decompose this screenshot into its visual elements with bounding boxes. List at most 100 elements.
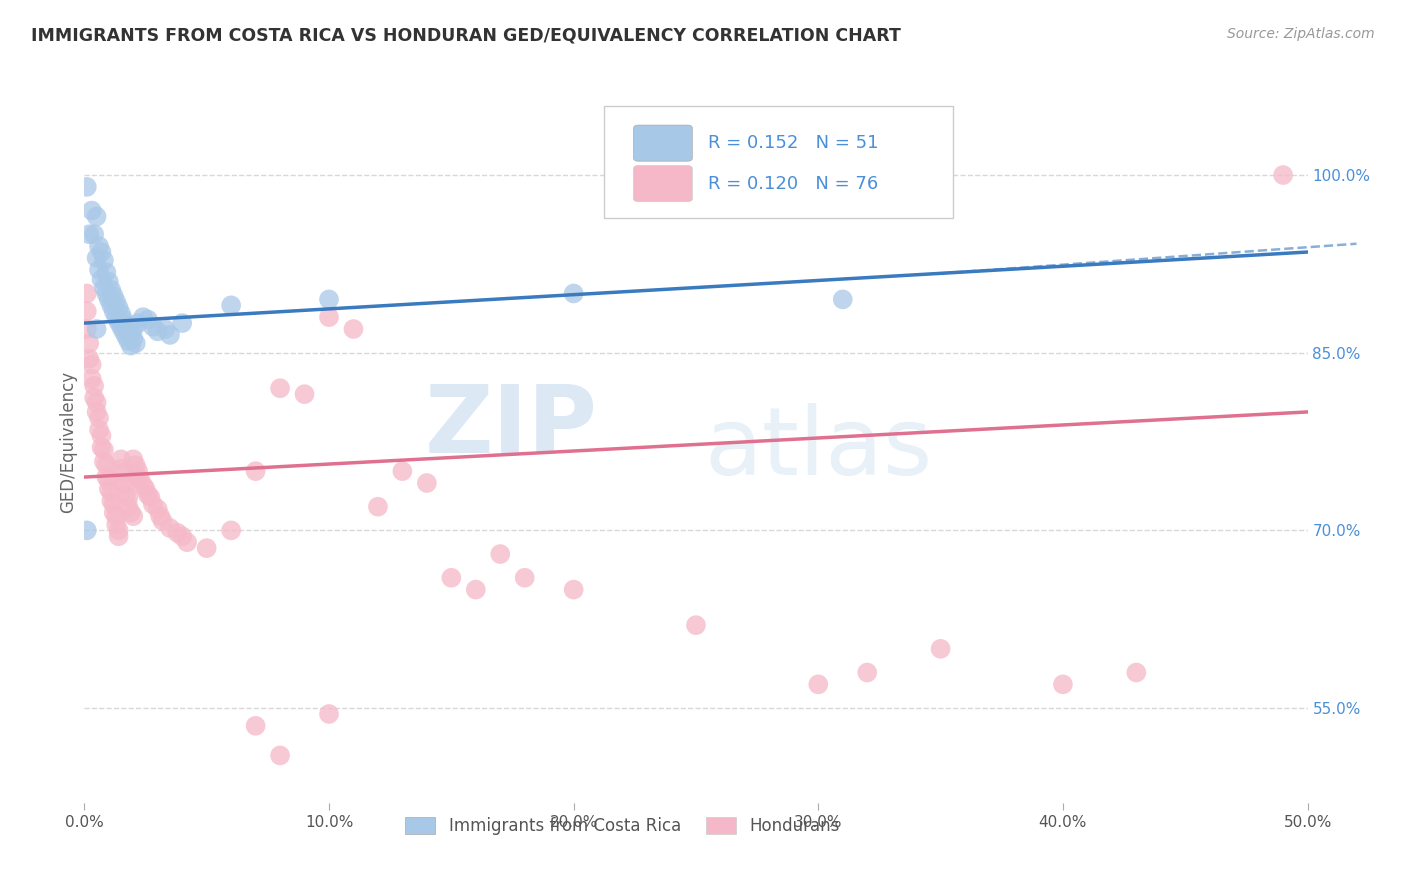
Legend: Immigrants from Costa Rica, Hondurans: Immigrants from Costa Rica, Hondurans (399, 810, 846, 841)
Point (110, 462, 132, 476)
Point (90, 245, 112, 260)
Point (318, 293, 340, 307)
Point (125, 458, 148, 473)
Point (1272, 168, 1295, 182)
Point (110, 319, 132, 334)
Point (90, 428, 112, 442)
Point (115, 478, 138, 492)
Point (117, 490, 139, 504)
Point (562, 582, 585, 597)
Point (440, 571, 463, 585)
Point (318, 706, 340, 721)
Point (146, 502, 169, 516)
Point (464, 582, 486, 597)
Point (103, 304, 125, 318)
Point (93, 280, 115, 294)
Point (86, 405, 108, 419)
Point (115, 318, 138, 332)
Point (86, 210, 108, 224)
Text: R = 0.120   N = 76: R = 0.120 N = 76 (709, 175, 879, 193)
Point (93, 442, 115, 457)
Point (93, 455, 115, 469)
Point (342, 322, 364, 336)
Point (103, 506, 125, 520)
Point (142, 319, 165, 334)
Point (107, 524, 129, 538)
Text: Source: ZipAtlas.com: Source: ZipAtlas.com (1227, 27, 1375, 41)
Point (245, 719, 267, 733)
Point (77, 227, 100, 242)
Point (117, 322, 139, 336)
Point (112, 475, 135, 490)
Point (136, 312, 159, 326)
Point (153, 322, 176, 336)
Point (105, 509, 128, 524)
Point (1125, 665, 1147, 680)
Point (135, 482, 157, 496)
Point (159, 521, 181, 535)
Text: R = 0.152   N = 51: R = 0.152 N = 51 (709, 134, 879, 153)
Point (489, 547, 512, 561)
Y-axis label: GED/Equivalency: GED/Equivalency (59, 370, 77, 513)
Point (416, 475, 439, 490)
Point (86, 251, 108, 265)
Point (513, 571, 536, 585)
Point (76, 524, 98, 538)
Point (136, 488, 159, 502)
Point (76, 180, 98, 194)
Point (90, 272, 112, 286)
Point (80, 358, 103, 372)
Point (105, 517, 128, 532)
Point (219, 524, 242, 538)
Point (195, 541, 218, 556)
Point (294, 387, 316, 401)
Point (318, 310, 340, 325)
Point (176, 535, 198, 549)
Point (807, 677, 830, 691)
Point (132, 310, 155, 325)
Point (105, 310, 128, 325)
Point (100, 485, 122, 500)
Point (132, 478, 155, 492)
Point (122, 452, 145, 467)
Point (107, 301, 129, 315)
FancyBboxPatch shape (634, 166, 692, 202)
Point (115, 488, 138, 502)
Point (120, 326, 142, 341)
Point (129, 474, 152, 488)
Point (76, 322, 98, 336)
FancyBboxPatch shape (634, 125, 692, 161)
Text: atlas: atlas (704, 403, 932, 495)
Point (127, 470, 149, 484)
Point (139, 490, 162, 504)
Point (122, 331, 145, 345)
Point (83, 391, 105, 405)
Point (97, 275, 120, 289)
Point (367, 500, 389, 514)
Point (110, 452, 132, 467)
Point (685, 618, 707, 632)
Point (100, 298, 122, 312)
Point (96, 265, 118, 279)
Point (831, 293, 853, 307)
Point (83, 227, 105, 242)
Point (77, 351, 100, 366)
Point (86, 395, 108, 409)
Point (80, 203, 103, 218)
Point (77, 336, 100, 351)
Point (172, 529, 194, 543)
Point (93, 253, 115, 268)
Point (103, 289, 125, 303)
Point (112, 312, 135, 326)
Point (105, 294, 128, 309)
Point (76, 286, 98, 301)
Point (87, 423, 110, 437)
Point (172, 316, 194, 330)
Point (391, 464, 413, 478)
Point (269, 748, 291, 763)
Text: IMMIGRANTS FROM COSTA RICA VS HONDURAN GED/EQUIVALENCY CORRELATION CHART: IMMIGRANTS FROM COSTA RICA VS HONDURAN G… (31, 27, 901, 45)
Point (219, 298, 242, 312)
Point (103, 497, 125, 511)
Point (245, 464, 267, 478)
Point (166, 525, 188, 540)
